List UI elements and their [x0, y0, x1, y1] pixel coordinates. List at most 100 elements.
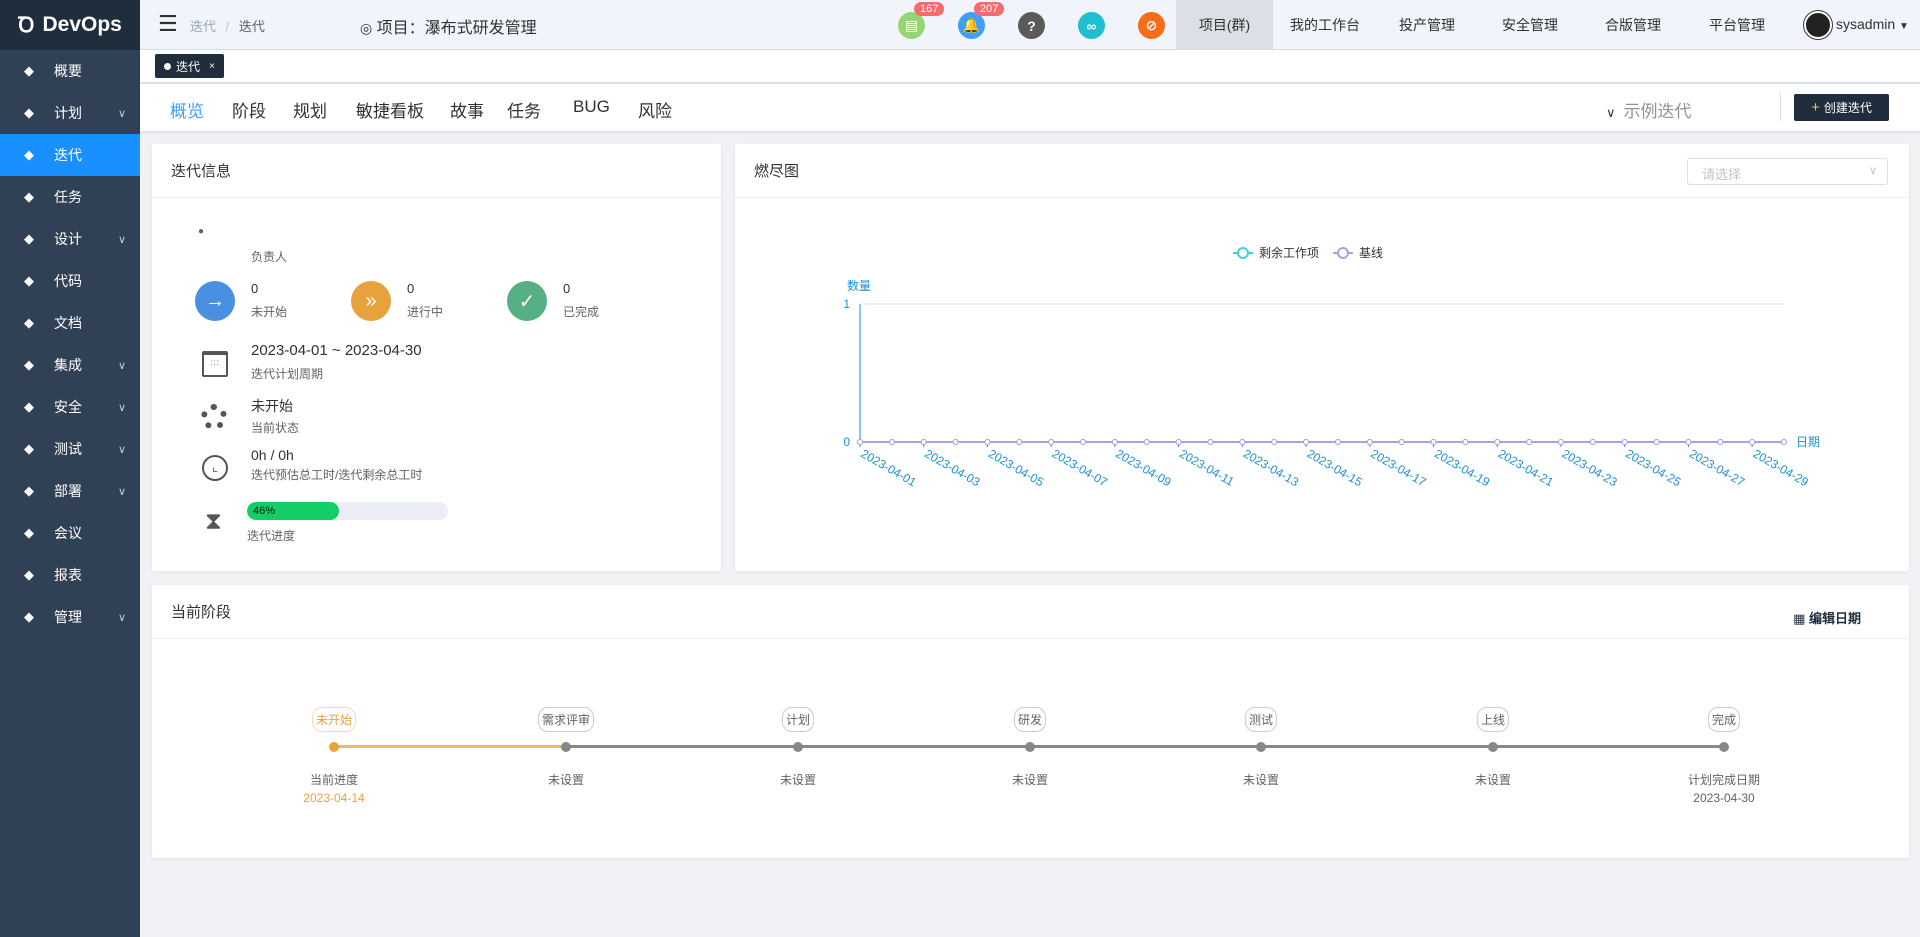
- stage-date: 2023-04-14: [303, 791, 365, 805]
- subnav-tab[interactable]: BUG: [573, 97, 610, 116]
- legend-marker: [1337, 247, 1349, 259]
- data-point: [1016, 439, 1023, 445]
- checklist-icon: ✓: [507, 281, 547, 321]
- edit-date-label: 编辑日期: [1808, 611, 1861, 626]
- close-icon[interactable]: ×: [209, 60, 215, 72]
- sidebar-item-label: 任务: [54, 189, 82, 205]
- hamburger-menu-icon[interactable]: ☰: [158, 11, 178, 36]
- sidebar-item-12[interactable]: ◆ 报表: [0, 554, 140, 596]
- no-disturb-icon[interactable]: ⊘: [1138, 12, 1165, 39]
- avatar[interactable]: [1804, 11, 1832, 39]
- plus-icon: +: [1811, 99, 1820, 116]
- sidebar-item-10[interactable]: ◆ 部署 ∨: [0, 470, 140, 512]
- legend-marker: [1237, 247, 1249, 259]
- top-nav-item[interactable]: 我的工作台: [1290, 17, 1360, 33]
- data-point: [1589, 439, 1596, 445]
- stage-status: 未设置: [547, 773, 585, 787]
- x-tick-label: 2023-04-11: [1177, 446, 1237, 489]
- chevron-down-icon: ∨: [117, 107, 126, 120]
- top-nav-item[interactable]: 安全管理: [1502, 17, 1558, 33]
- sidebar-item-7[interactable]: ◆ 集成 ∨: [0, 344, 140, 386]
- sidebar-item-4[interactable]: ◆ 设计 ∨: [0, 218, 140, 260]
- data-point: [1557, 439, 1564, 445]
- status-value: 未开始: [251, 398, 293, 414]
- sidebar-item-8[interactable]: ◆ 安全 ∨: [0, 386, 140, 428]
- logo: Ꝺ DevOps: [0, 0, 140, 50]
- stat-value: 0: [251, 281, 259, 296]
- stage-status: 当前进度: [309, 773, 359, 787]
- subnav-tab[interactable]: 敏捷看板: [356, 102, 424, 121]
- subnav-tab[interactable]: 概览: [170, 102, 204, 121]
- hours-label: 迭代预估总工时/迭代剩余总工时: [251, 468, 423, 482]
- timeline-segment: [798, 745, 1030, 748]
- timeline-node: [561, 742, 571, 752]
- data-point: [1366, 439, 1373, 445]
- x-tick-label: 2023-04-01: [859, 446, 919, 489]
- top-nav-item[interactable]: 项目(群): [1176, 0, 1273, 50]
- data-point: [1717, 439, 1724, 445]
- help-icon[interactable]: ?: [1018, 12, 1045, 39]
- eye-icon: ◎: [360, 20, 373, 36]
- x-tick-label: 2023-04-25: [1623, 446, 1683, 489]
- dashboard-icon: ◆: [24, 63, 34, 78]
- burndown-select[interactable]: 请选择 ∨: [1687, 158, 1888, 185]
- sidebar-item-0[interactable]: ◆ 概要: [0, 50, 140, 92]
- project-title: ◎ 项目：瀑布式研发管理: [360, 14, 537, 38]
- subnav-tab[interactable]: 任务: [507, 102, 541, 121]
- stage-info: 未设置: [1243, 771, 1279, 789]
- data-point: [1239, 439, 1246, 445]
- sidebar-item-label: 设计: [54, 231, 82, 247]
- stage-info: 未设置: [1012, 771, 1048, 789]
- sidebar-item-label: 报表: [54, 567, 82, 583]
- tab-iteration[interactable]: 迭代 ×: [155, 54, 224, 78]
- sidebar-item-5[interactable]: ◆ 代码: [0, 260, 140, 302]
- timeline-segment: [1261, 745, 1493, 748]
- sidebar-item-6[interactable]: ◆ 文档: [0, 302, 140, 344]
- sidebar-item-2[interactable]: ◆ 迭代: [0, 134, 140, 176]
- timeline-segment: [566, 745, 798, 748]
- top-nav-item[interactable]: 投产管理: [1399, 17, 1455, 33]
- link-icon[interactable]: ∞: [1078, 12, 1105, 39]
- top-nav-item[interactable]: 平台管理: [1709, 17, 1765, 33]
- sidebar-item-label: 集成: [54, 357, 82, 373]
- sidebar-item-3[interactable]: ◆ 任务: [0, 176, 140, 218]
- edit-date-button[interactable]: ▦ 编辑日期: [1793, 608, 1861, 627]
- x-tick-label: 2023-04-27: [1687, 446, 1747, 489]
- data-point: [952, 439, 959, 445]
- stage-status: 未设置: [1242, 773, 1280, 787]
- sidebar-item-11[interactable]: ◆ 会议: [0, 512, 140, 554]
- user-icon: ●: [198, 226, 205, 237]
- breadcrumb-item[interactable]: 迭代: [190, 19, 217, 34]
- progress-fill: 46%: [247, 502, 340, 520]
- top-nav-item[interactable]: 合版管理: [1605, 17, 1661, 33]
- caret-down-icon: ▼: [1899, 21, 1909, 32]
- bell-icon[interactable]: 🔔 207: [958, 2, 1005, 39]
- timeline-node: [1719, 742, 1729, 752]
- subnav-tab[interactable]: 规划: [293, 102, 327, 121]
- subnav-tab[interactable]: 阶段: [232, 102, 266, 121]
- card-title: 当前阶段: [152, 585, 1909, 639]
- subnav-tab[interactable]: 故事: [450, 102, 484, 121]
- subnav-tab[interactable]: 风险: [638, 102, 672, 121]
- data-point: [1334, 439, 1341, 445]
- progress-bar: 46%: [247, 502, 448, 520]
- stat-label: 已完成: [563, 305, 600, 319]
- y-tick-label: 0: [843, 435, 850, 449]
- divider: [1780, 93, 1781, 121]
- stat-value: 0: [407, 281, 415, 296]
- stage-label: 上线: [1476, 707, 1510, 732]
- data-point: [1781, 439, 1787, 445]
- timeline-node: [329, 742, 339, 752]
- user-menu[interactable]: sysadmin ▼: [1836, 16, 1909, 32]
- sidebar-item-13[interactable]: ◆ 管理 ∨: [0, 596, 140, 638]
- todo-icon[interactable]: ▤ 167: [898, 2, 945, 39]
- stage-date: 2023-04-30: [1693, 791, 1755, 805]
- data-point: [1303, 439, 1310, 445]
- create-iteration-button[interactable]: + 创建迭代: [1794, 94, 1889, 121]
- sidebar-item-1[interactable]: ◆ 计划 ∨: [0, 92, 140, 134]
- hours-value: 0h / 0h: [251, 447, 294, 463]
- sidebar-item-9[interactable]: ◆ 测试 ∨: [0, 428, 140, 470]
- clock-icon: ⌞: [202, 455, 228, 481]
- iteration-select[interactable]: ∨ 示例迭代: [1606, 97, 1692, 122]
